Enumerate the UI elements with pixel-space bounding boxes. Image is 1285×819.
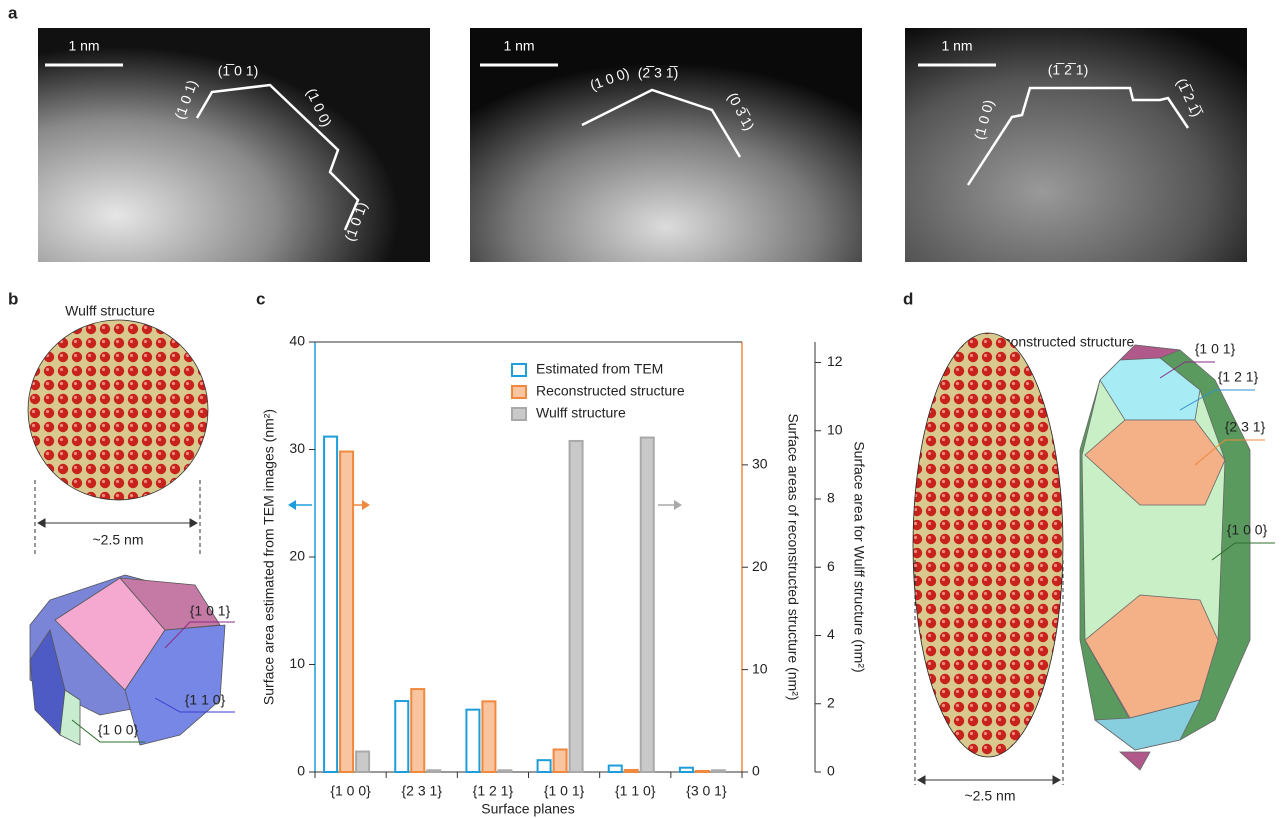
facet-outlines bbox=[195, 83, 1190, 231]
scale-label: 1 nm bbox=[503, 38, 534, 54]
panel-title: Reconstructed structure bbox=[986, 334, 1135, 350]
y3-tick-label: 10 bbox=[827, 421, 843, 437]
y2-tick-label: 20 bbox=[752, 558, 768, 574]
polyhedron bbox=[1079, 344, 1251, 771]
y3-tick-label: 2 bbox=[827, 694, 835, 710]
legend-swatch bbox=[511, 385, 527, 399]
bar bbox=[339, 450, 355, 773]
bar bbox=[410, 688, 426, 773]
x-tick-label: {1 1 0} bbox=[615, 783, 656, 799]
bar bbox=[426, 769, 442, 773]
atom-model bbox=[912, 332, 1064, 758]
bar bbox=[607, 764, 623, 773]
bar bbox=[552, 748, 568, 774]
bar bbox=[710, 769, 726, 773]
y3-tick-label: 6 bbox=[827, 558, 835, 574]
bar bbox=[323, 435, 339, 773]
bar bbox=[639, 436, 655, 773]
y3-tick-label: 8 bbox=[827, 490, 835, 506]
panel-label: b bbox=[8, 289, 18, 308]
legend-label: Estimated from TEM bbox=[536, 361, 663, 377]
y2-tick-label: 30 bbox=[752, 456, 768, 472]
y-tick-label: 10 bbox=[289, 655, 305, 671]
bar bbox=[465, 708, 481, 774]
panel-label: a bbox=[8, 3, 18, 22]
legend-label: Reconstructed structure bbox=[536, 383, 685, 399]
bar bbox=[497, 769, 513, 773]
y3-tick-label: 0 bbox=[827, 763, 835, 779]
bar bbox=[623, 768, 639, 774]
x-tick-label: {1 0 1} bbox=[544, 783, 585, 799]
legend-swatch bbox=[511, 407, 527, 421]
bar bbox=[481, 700, 497, 773]
x-tick-label: {1 0 0} bbox=[330, 783, 371, 799]
y-axis-title: Surface area estimated from TEM images (… bbox=[261, 409, 277, 705]
y3-tick-label: 12 bbox=[827, 353, 843, 369]
tem-image bbox=[905, 28, 1247, 262]
facet-label: {1 0 0} bbox=[98, 722, 139, 738]
bar bbox=[568, 439, 584, 773]
polyhedron bbox=[29, 574, 226, 746]
facet-label: (1̅ 0 1) bbox=[218, 63, 258, 79]
scale-label: 1 nm bbox=[68, 38, 99, 54]
y-tick-label: 40 bbox=[289, 333, 305, 349]
dimension bbox=[914, 560, 1064, 785]
y2-tick-label: 0 bbox=[752, 763, 760, 779]
facet-label: {2 3 1} bbox=[1225, 419, 1266, 435]
y2-axis-title: Surface areas of reconstructed structure… bbox=[785, 413, 801, 700]
tem-image bbox=[470, 28, 862, 262]
bar bbox=[678, 766, 694, 774]
bar bbox=[394, 700, 410, 773]
scale-label: 1 nm bbox=[941, 38, 972, 54]
y-tick-label: 30 bbox=[289, 440, 305, 456]
dimension-label: ~2.5 nm bbox=[93, 532, 144, 548]
panel-label: d bbox=[903, 289, 913, 308]
tem-image bbox=[38, 28, 430, 262]
legend-label: Wulff structure bbox=[536, 405, 626, 421]
y2-tick-label: 10 bbox=[752, 660, 768, 676]
x-axis-title: Surface planes bbox=[481, 801, 574, 817]
y3-axis-title: Surface area for Wulff structure (nm²) bbox=[851, 441, 867, 672]
axis-arrows bbox=[288, 500, 682, 510]
y3-tick-label: 4 bbox=[827, 626, 835, 642]
bar bbox=[536, 759, 552, 773]
facet-label: {1 0 0} bbox=[1227, 522, 1268, 538]
x-tick-label: {3 0 1} bbox=[686, 783, 727, 799]
leader-lines bbox=[1159, 361, 1275, 561]
dimension bbox=[34, 480, 201, 555]
facet-label: {1 0 1} bbox=[190, 603, 231, 619]
facet-label: {1 0 1} bbox=[1195, 341, 1236, 357]
dimension-label: ~2.5 nm bbox=[965, 788, 1016, 804]
bar bbox=[355, 750, 371, 773]
leader-lines bbox=[71, 621, 235, 743]
x-tick-label: {1 2 1} bbox=[473, 783, 514, 799]
y-tick-label: 20 bbox=[289, 548, 305, 564]
facet-label: (1̅ 2̅ 1) bbox=[1048, 62, 1088, 78]
y-tick-label: 0 bbox=[297, 763, 305, 779]
x-tick-label: {2 3 1} bbox=[402, 783, 443, 799]
panel-title: Wulff structure bbox=[65, 303, 155, 319]
facet-label: (2̅ 3 1̅) bbox=[638, 65, 679, 81]
atom-model bbox=[27, 319, 209, 501]
facet-label: {1 1 0} bbox=[185, 692, 226, 708]
panel-label: c bbox=[256, 289, 265, 308]
legend-swatch bbox=[511, 363, 527, 377]
bar bbox=[694, 769, 710, 774]
facet-label: {1 2 1} bbox=[1218, 369, 1259, 385]
